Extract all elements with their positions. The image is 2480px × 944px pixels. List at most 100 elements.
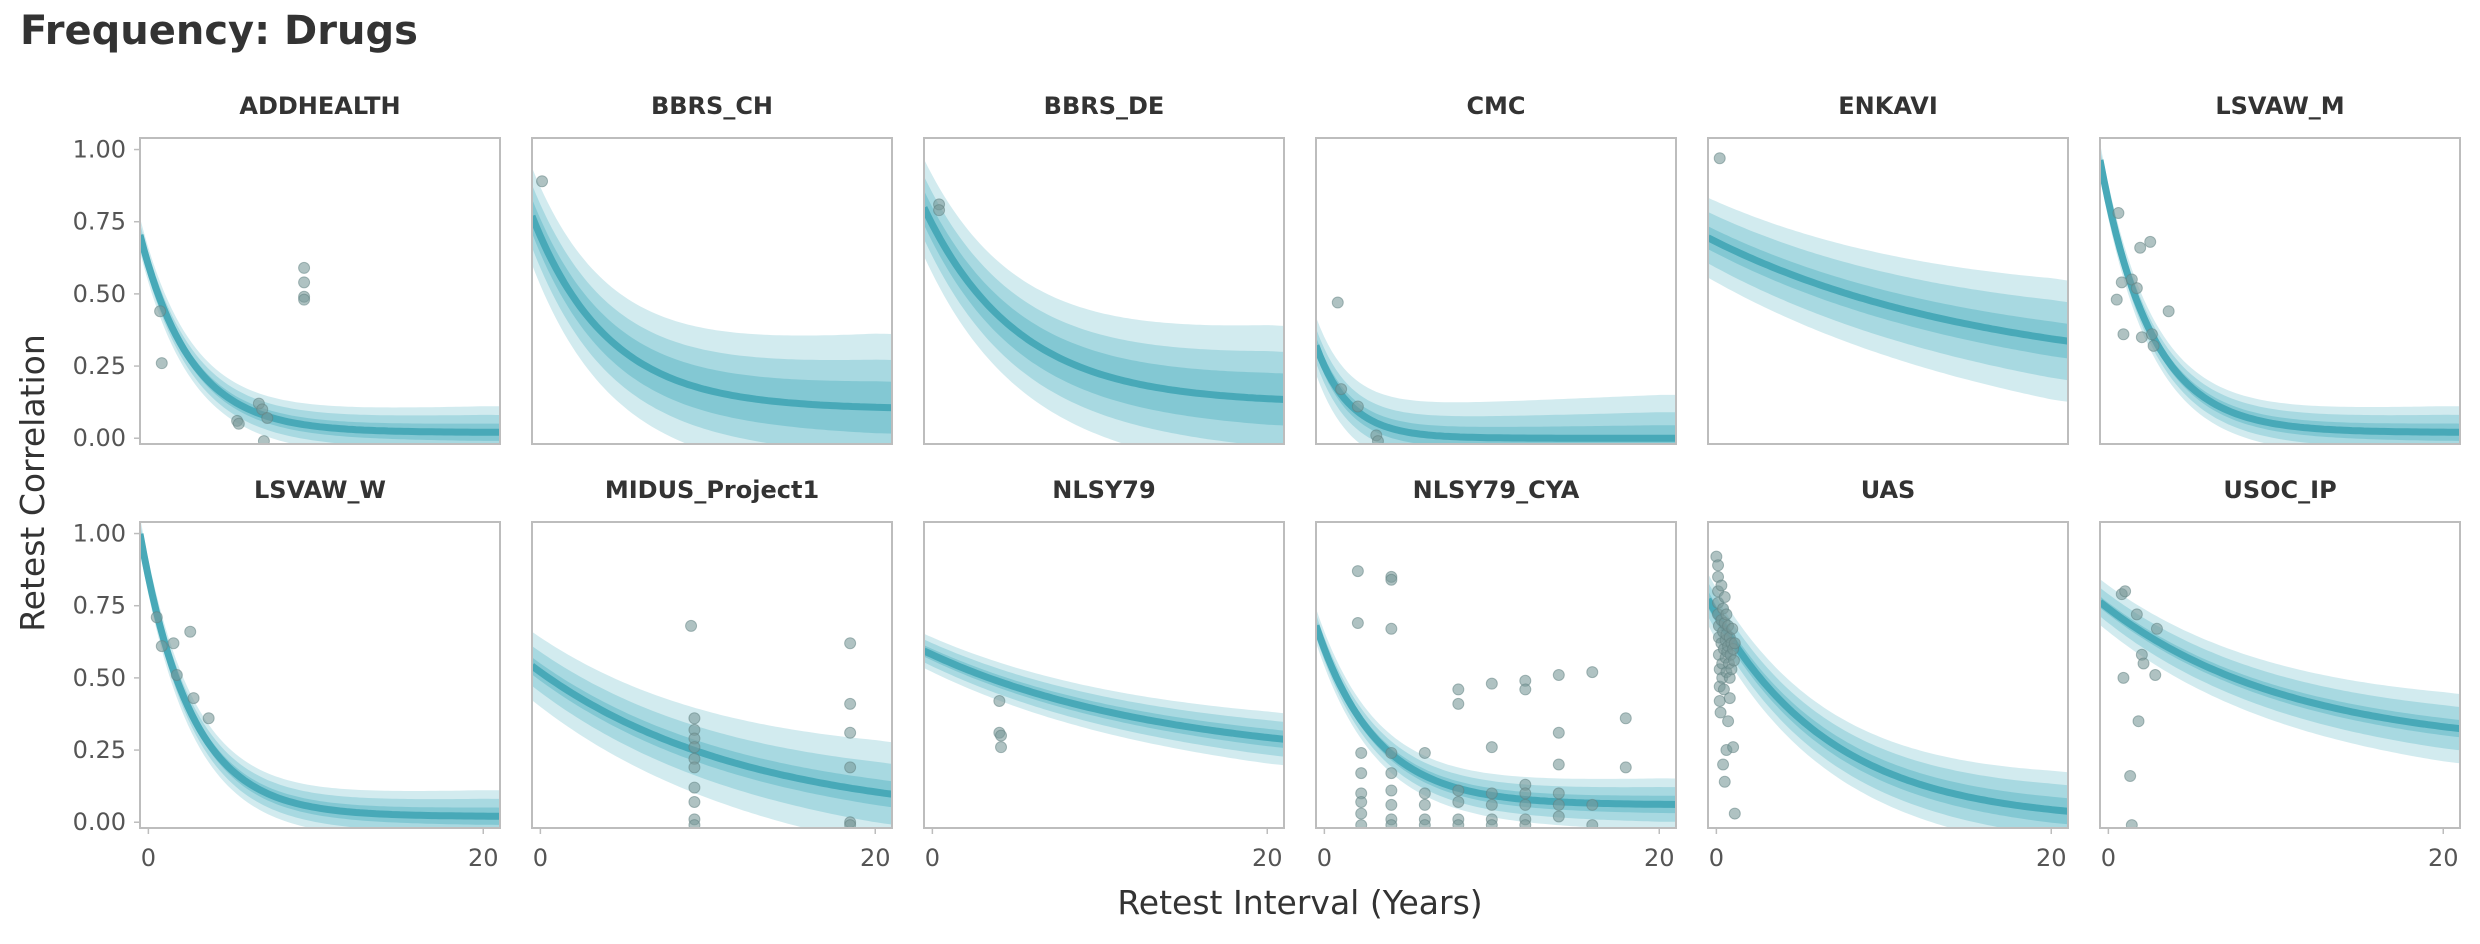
y-tick-label: 0.50 xyxy=(73,280,126,308)
data-point xyxy=(1355,807,1368,820)
credible-band-2 xyxy=(140,223,500,444)
y-tick-label: 0.25 xyxy=(73,352,126,380)
data-point xyxy=(1485,787,1498,800)
data-point xyxy=(1712,559,1725,572)
data-point xyxy=(298,261,311,274)
data-point xyxy=(1552,669,1565,681)
panel-lsvaw_w: LSVAW_W 0.00 0.25 0.50 0.75 1.00 0 20 xyxy=(73,476,501,872)
fit-line xyxy=(1708,234,2068,345)
data-point xyxy=(688,741,701,754)
panel-enkavi: ENKAVI xyxy=(1707,92,2069,445)
data-point xyxy=(1715,579,1728,592)
data-point xyxy=(995,741,1008,754)
x-tick-label: 0 xyxy=(1709,844,1724,872)
data-point xyxy=(2135,331,2148,344)
data-point xyxy=(2130,608,2143,621)
fit-line xyxy=(1316,344,1676,442)
data-point xyxy=(1727,654,1740,667)
data-point xyxy=(2119,585,2132,598)
credible-band-2 xyxy=(532,184,892,444)
data-point xyxy=(1371,435,1384,444)
panel-bbrs_de: BBRS_DE xyxy=(923,92,1285,445)
x-tick-label: 20 xyxy=(1252,844,1283,872)
data-point xyxy=(2124,770,2137,783)
credible-band-2 xyxy=(1316,614,1676,822)
panel-plot-area xyxy=(140,217,500,444)
data-point xyxy=(2147,339,2160,352)
data-point xyxy=(1385,784,1398,797)
x-tick-label: 0 xyxy=(925,844,940,872)
panel-title: CMC xyxy=(1466,92,1525,120)
credible-band-2 xyxy=(2100,587,2460,751)
panel-plot-area xyxy=(924,159,1284,444)
panel-frame xyxy=(139,521,501,829)
panel-plot-area xyxy=(2100,579,2460,828)
data-point xyxy=(187,692,200,705)
y-tick-label: 0.00 xyxy=(73,808,126,836)
data-point xyxy=(536,175,549,188)
x-tick-label: 20 xyxy=(2036,844,2067,872)
data-point xyxy=(170,669,183,681)
y-tick-label: 0.75 xyxy=(73,208,126,236)
credible-band-2 xyxy=(1708,582,2068,828)
data-point xyxy=(1452,697,1465,710)
data-point xyxy=(1713,694,1726,707)
panel-plot-area xyxy=(1708,152,2068,402)
y-tick-label: 0.75 xyxy=(73,592,126,620)
data-point xyxy=(2125,819,2138,828)
data-point xyxy=(685,619,698,632)
credible-band-3 xyxy=(924,633,1284,766)
data-point xyxy=(1586,819,1599,828)
data-point xyxy=(1552,726,1565,739)
data-point xyxy=(2149,669,2162,681)
panel-title: BBRS_DE xyxy=(1044,92,1165,120)
x-tick-label: 20 xyxy=(860,844,891,872)
data-point xyxy=(2134,241,2147,254)
data-point xyxy=(1519,787,1532,800)
credible-band-2 xyxy=(924,176,1284,444)
panel-usoc_ip: USOC_IP 0 20 xyxy=(2099,476,2461,872)
data-point xyxy=(1485,798,1498,811)
data-point xyxy=(1552,758,1565,771)
data-point xyxy=(2144,235,2157,248)
panel-plot-area xyxy=(1708,550,2068,828)
data-point xyxy=(298,276,311,289)
data-point xyxy=(1519,819,1532,828)
data-point xyxy=(2162,305,2175,318)
credible-band-3 xyxy=(1316,608,1676,828)
data-point xyxy=(1586,798,1599,811)
data-point xyxy=(1723,692,1736,705)
panel-title: MIDUS_Project1 xyxy=(605,476,819,504)
data-point xyxy=(1726,622,1739,635)
fit-line xyxy=(924,647,1284,743)
data-point xyxy=(1355,819,1368,828)
page-title: Frequency: Drugs xyxy=(20,8,418,54)
panel-frame xyxy=(531,521,893,829)
data-point xyxy=(2117,328,2130,341)
panel-plot-area xyxy=(924,633,1284,766)
data-point xyxy=(298,293,311,306)
panel-frame xyxy=(1707,521,2069,829)
fit-line xyxy=(532,663,892,798)
data-point xyxy=(1452,796,1465,809)
credible-band-1 xyxy=(1708,590,2068,825)
credible-band-1 xyxy=(140,528,500,825)
data-point xyxy=(1385,819,1398,828)
data-point xyxy=(844,697,857,710)
data-point xyxy=(1351,565,1364,578)
y-tick-label: 1.00 xyxy=(73,136,126,164)
panel-plot-area xyxy=(532,619,892,828)
x-tick-label: 0 xyxy=(2101,844,2116,872)
data-point xyxy=(2117,671,2130,684)
panel-midus_project1: MIDUS_Project1 0 20 xyxy=(531,476,893,872)
data-point xyxy=(688,781,701,794)
data-point xyxy=(1586,666,1599,679)
credible-band-3 xyxy=(1708,197,2068,402)
x-tick-label: 0 xyxy=(141,844,156,872)
x-tick-label: 0 xyxy=(533,844,548,872)
panel-frame xyxy=(923,521,1285,829)
x-tick-label: 0 xyxy=(1317,844,1332,872)
panel-plot-area xyxy=(532,167,892,444)
data-point xyxy=(202,712,215,725)
